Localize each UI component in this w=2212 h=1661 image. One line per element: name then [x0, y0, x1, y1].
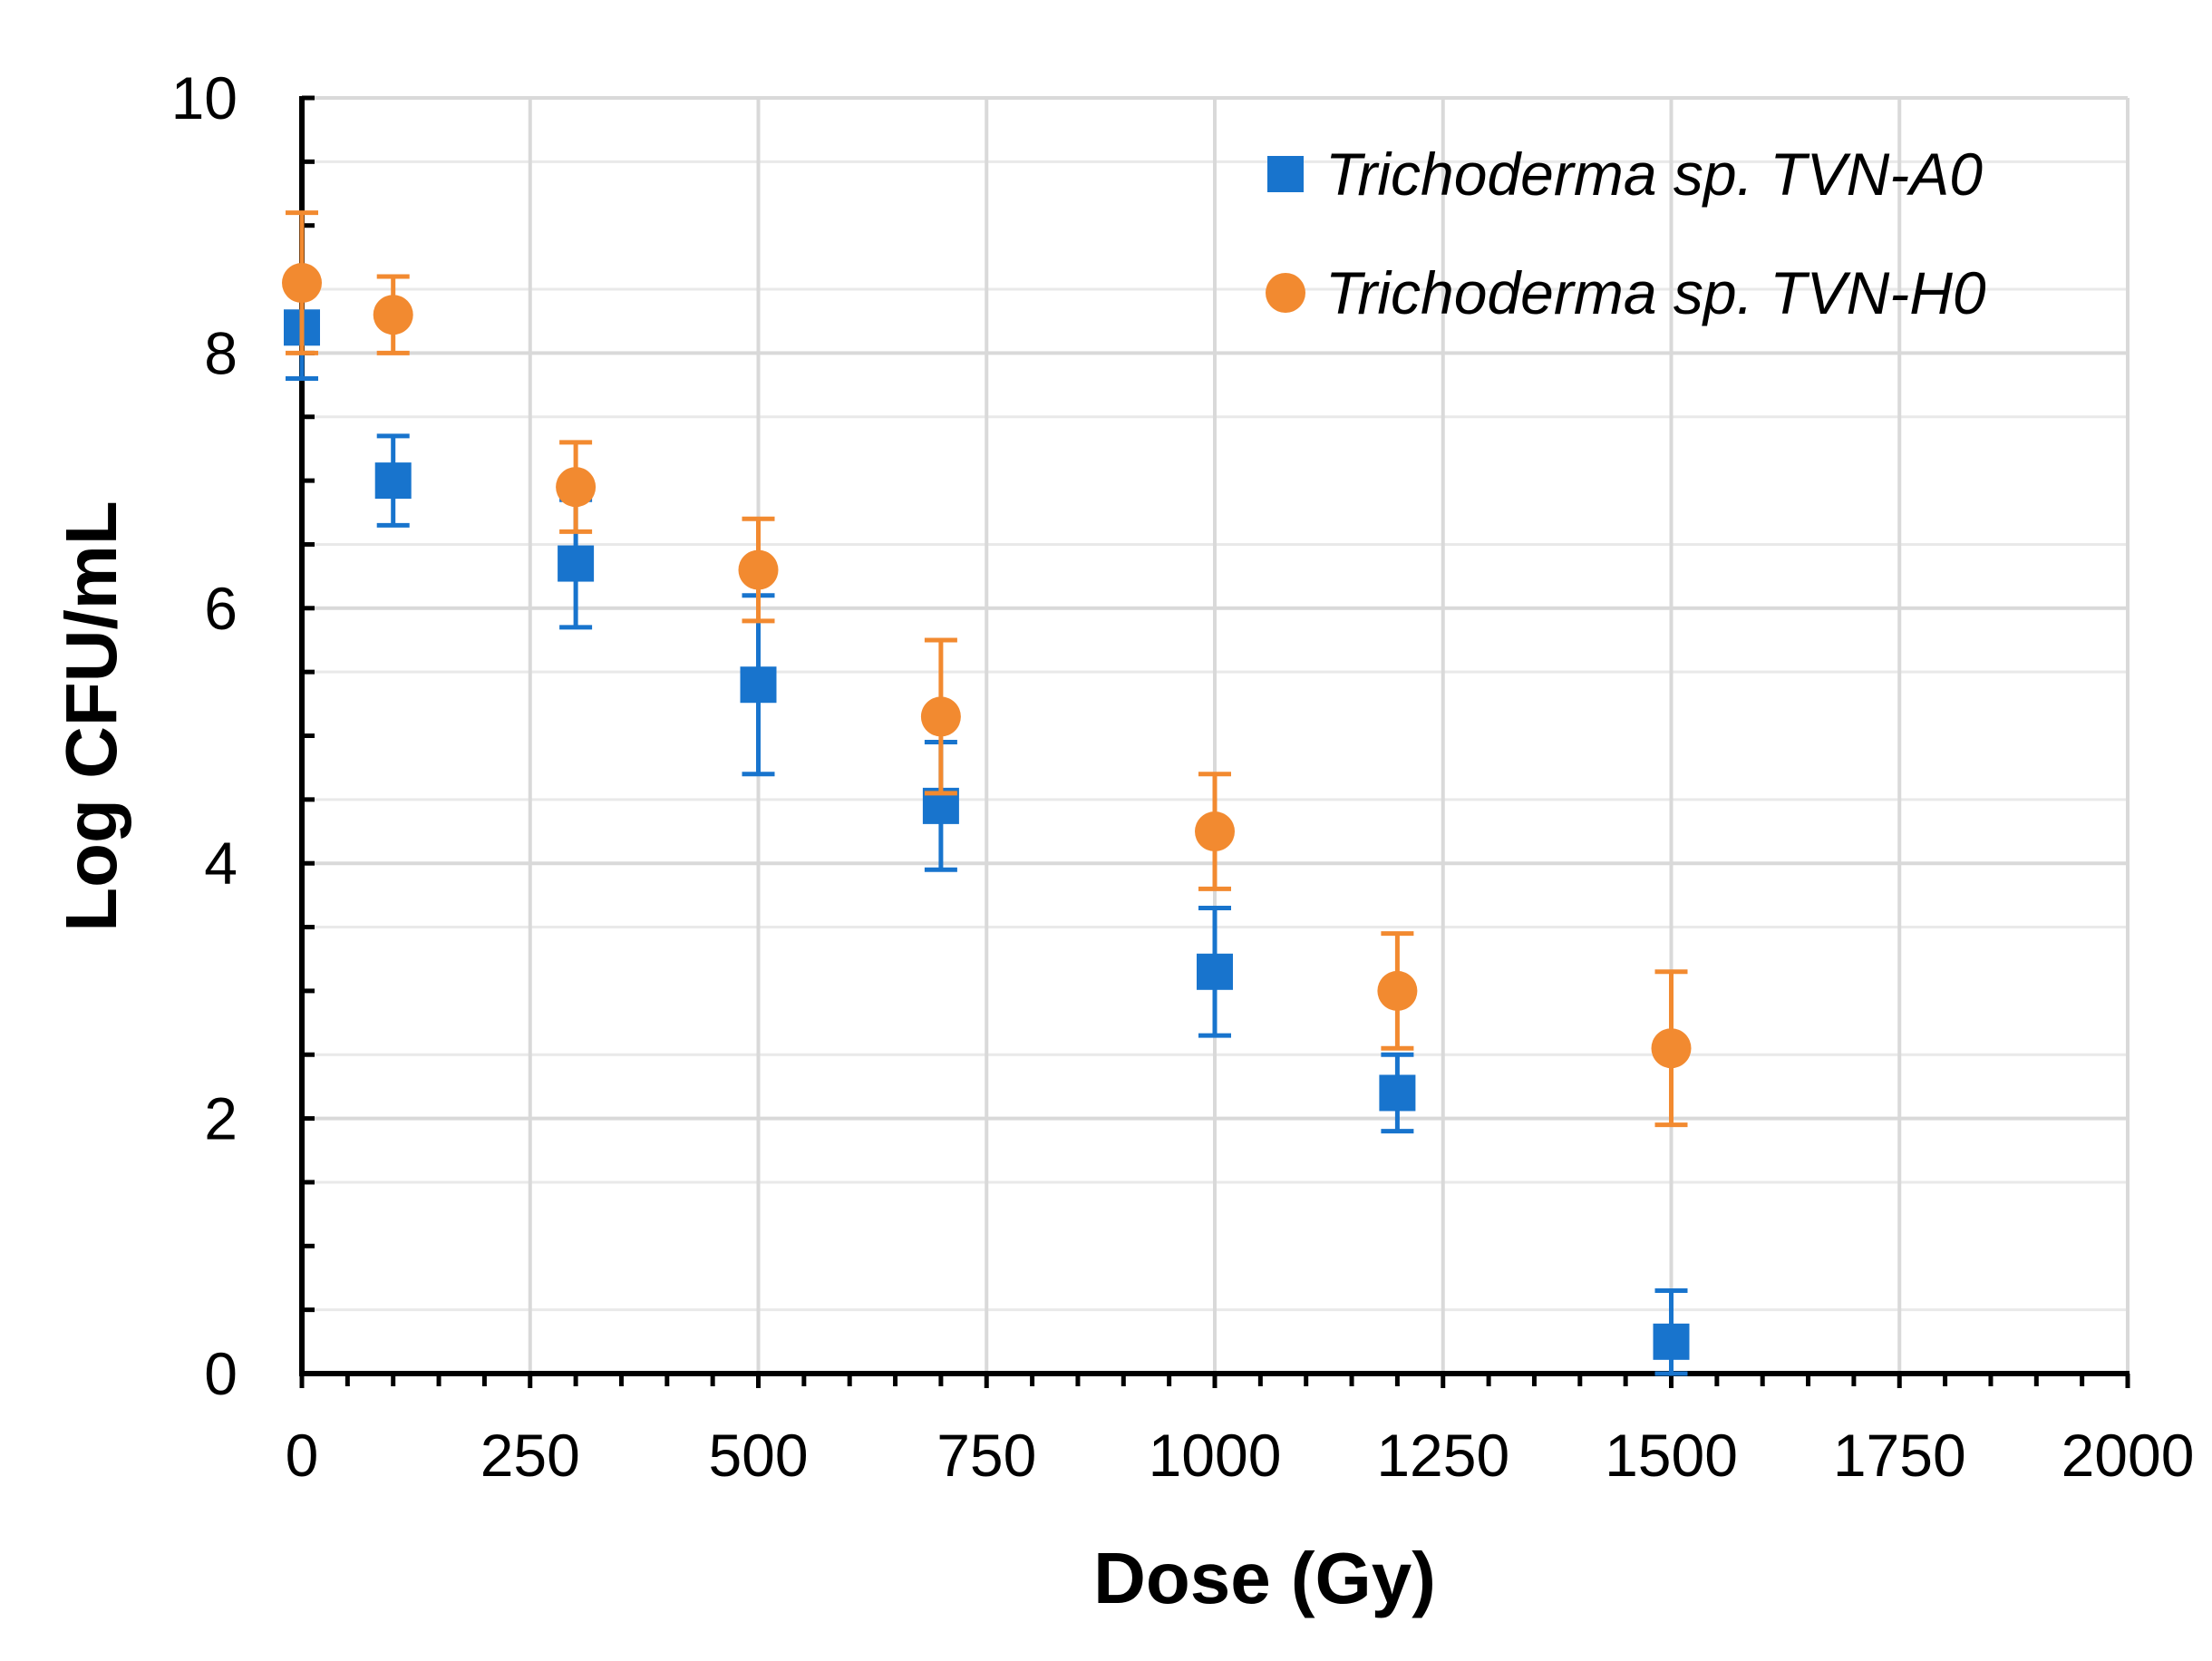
- data-point-square: [740, 666, 777, 704]
- x-tick-label: 0: [286, 1422, 319, 1489]
- data-point-circle: [1651, 1028, 1692, 1069]
- y-axis-title: Log CFU/mL: [51, 500, 131, 931]
- x-tick-label: 250: [480, 1422, 580, 1489]
- x-tick-label: 750: [936, 1422, 1036, 1489]
- x-tick-label: 1750: [1833, 1422, 1966, 1489]
- data-point-circle: [1377, 970, 1418, 1011]
- data-point-circle: [920, 696, 961, 737]
- y-tick-label: 2: [204, 1085, 238, 1152]
- data-point-square: [1379, 1074, 1416, 1112]
- data-point-square: [558, 545, 595, 582]
- data-point-circle: [1195, 811, 1235, 852]
- data-point-circle: [282, 263, 322, 304]
- legend-marker-circle: [1266, 273, 1305, 313]
- y-tick-label: 6: [204, 575, 238, 642]
- data-point-circle: [556, 467, 597, 508]
- legend: Trichoderma sp. TVN-A0 Trichoderma sp. TV…: [1266, 141, 1986, 326]
- legend-marker-square: [1267, 156, 1304, 192]
- legend-label-1: Trichoderma sp. TVN-A0: [1325, 141, 1983, 208]
- data-point-square: [1197, 953, 1233, 990]
- data-point-square: [1653, 1323, 1690, 1360]
- data-point-circle: [738, 549, 779, 590]
- grid: [302, 96, 2130, 1374]
- x-tick-label: 500: [708, 1422, 808, 1489]
- x-tick-label: 1250: [1376, 1422, 1509, 1489]
- axes: 0 250 500 750 1000 1250 1500 1750 2000 0 2 4 6 8 10: [171, 64, 2195, 1489]
- y-tick-label: 4: [204, 830, 238, 897]
- x-tick-label: 1000: [1149, 1422, 1282, 1489]
- y-tick-label: 8: [204, 319, 238, 386]
- x-tick-label: 2000: [2062, 1422, 2195, 1489]
- data-point-square: [374, 462, 412, 500]
- y-tick-label: 10: [171, 64, 238, 131]
- legend-label-2: Trichoderma sp. TVN-H0: [1325, 259, 1986, 326]
- x-axis-title: Dose (Gy): [1093, 1538, 1436, 1618]
- data-point-circle: [373, 295, 413, 335]
- x-tick-label: 1500: [1605, 1422, 1738, 1489]
- series-2: [282, 210, 1692, 1128]
- series: [282, 210, 1692, 1376]
- y-tick-label: 0: [204, 1340, 238, 1407]
